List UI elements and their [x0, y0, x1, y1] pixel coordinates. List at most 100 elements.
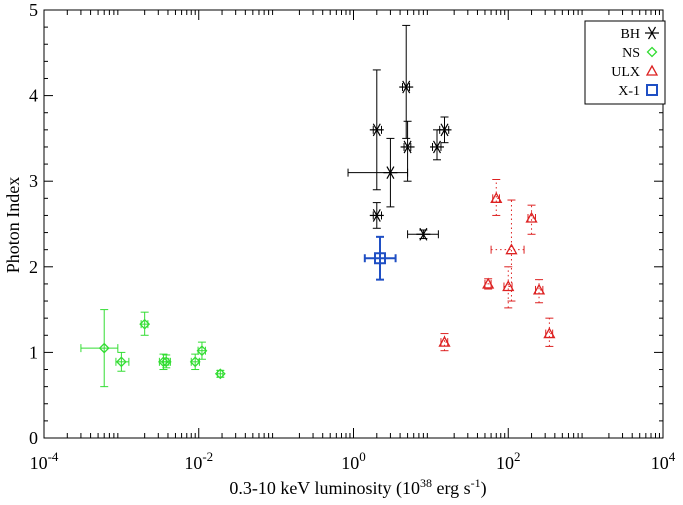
marker-diamond-shape	[189, 356, 201, 368]
marker-triangle-shape	[490, 191, 503, 203]
data-point	[490, 178, 503, 216]
x-tick-label: 100	[341, 449, 366, 473]
legend-diamond-shape	[646, 46, 658, 58]
y-tick-label: 1	[29, 342, 38, 362]
data-point	[407, 227, 439, 241]
data-point	[532, 279, 546, 304]
marker-diamond-shape	[98, 342, 110, 354]
marker-triangle-shape	[502, 280, 515, 292]
legend-triangle-shape	[645, 64, 659, 76]
x-tick-label: 10-4	[30, 449, 59, 473]
x-tick-exp: 4	[669, 449, 676, 464]
y-tick-label: 5	[29, 0, 38, 20]
x-tick-exp: 2	[514, 449, 521, 464]
legend-marker-ns	[646, 46, 658, 58]
data-point	[482, 277, 495, 290]
marker-asterisk-stroke-b	[372, 209, 381, 222]
y-tick-label: 2	[29, 257, 38, 277]
x-tick-exp: -2	[202, 449, 213, 464]
legend-label-ulx: ULX	[611, 65, 640, 80]
data-point	[369, 202, 384, 229]
marker-diamond-shape	[139, 318, 151, 330]
marker-triangle-shape	[438, 335, 451, 347]
ticks-layer	[43, 9, 664, 439]
marker-asterisk-stroke-b	[432, 140, 442, 154]
marker-triangle-shape	[482, 277, 495, 289]
marker-diamond-shape	[196, 345, 208, 357]
data-point	[369, 69, 384, 191]
x-tick-base: 10	[496, 453, 514, 473]
legend-marker-bh	[645, 26, 659, 40]
data-point	[363, 235, 397, 281]
x-tick-base: 10	[341, 453, 359, 473]
legend-box	[584, 20, 666, 105]
y-tick-label: 0	[29, 428, 38, 448]
marker-asterisk-stroke-b	[372, 123, 381, 137]
marker-diamond-shape	[160, 356, 172, 368]
marker-triangle-shape	[525, 211, 538, 223]
y-tick-label: 4	[29, 86, 38, 106]
x-tick-base: 10	[184, 453, 202, 473]
x-tick-exp: -4	[48, 449, 59, 464]
legend-label-x-1: X-1	[618, 84, 640, 99]
data-point	[160, 354, 172, 369]
x-tick-base: 10	[30, 453, 48, 473]
data-point	[543, 317, 556, 347]
series-x-1	[363, 235, 397, 281]
data-point	[196, 341, 208, 360]
data-point	[347, 137, 409, 208]
data-point	[438, 333, 451, 352]
marker-asterisk-stroke-b	[440, 123, 449, 137]
legend: BH NS ULX X-1	[584, 20, 666, 105]
plot-frame	[43, 9, 664, 439]
x-axis-title-unit: erg s	[432, 478, 471, 498]
legend-label-bh: BH	[621, 27, 640, 42]
x-axis-title-close: )	[481, 478, 487, 499]
data-point	[525, 204, 538, 235]
y-axis-title: Photon Index	[3, 177, 23, 274]
y-tick-label: 3	[29, 171, 38, 191]
x-tick-label: 104	[651, 449, 676, 473]
data-point	[399, 24, 414, 139]
data-point	[115, 351, 130, 372]
series-bh	[347, 24, 452, 241]
data-point	[490, 199, 525, 302]
series-ns	[80, 309, 226, 388]
legend-square-shape	[646, 84, 658, 96]
legend-entries: BH NS ULX X-1	[611, 26, 659, 99]
x-tick-label: 10-2	[184, 449, 213, 473]
marker-asterisk-stroke-b	[402, 80, 411, 94]
marker-diamond-shape	[115, 356, 127, 368]
data-point	[189, 353, 201, 371]
marker-square-shape	[373, 252, 386, 265]
data-point	[80, 309, 119, 388]
data-layer	[80, 24, 556, 388]
marker-triangle-shape	[532, 283, 546, 295]
data-point	[400, 120, 415, 182]
marker-triangle-shape	[543, 327, 556, 339]
x-tick-base: 10	[651, 453, 669, 473]
data-point	[139, 311, 151, 336]
marker-asterisk-stroke-b	[403, 140, 412, 154]
x-axis-title-unit-exp: -1	[471, 476, 481, 490]
legend-asterisk-stroke-b	[647, 26, 657, 40]
series-ulx	[438, 178, 556, 352]
marker-asterisk-stroke-b	[386, 166, 395, 180]
data-point	[430, 129, 445, 161]
x-tick-exp: 0	[359, 449, 366, 464]
x-axis-title-main: 0.3-10 keV luminosity (10	[229, 478, 420, 499]
data-point	[437, 116, 452, 144]
x-tick-label: 102	[496, 449, 521, 473]
data-point	[502, 266, 515, 309]
data-point	[214, 368, 226, 380]
marker-asterisk-stroke-b	[419, 227, 428, 241]
legend-label-ns: NS	[622, 46, 640, 61]
marker-diamond-shape	[214, 368, 226, 380]
x-axis-title: 0.3-10 keV luminosity (1038 erg s-1)	[229, 476, 486, 499]
legend-marker-ulx	[645, 64, 659, 76]
legend-marker-x-1	[646, 84, 658, 96]
x-axis-title-exp: 38	[420, 476, 432, 490]
